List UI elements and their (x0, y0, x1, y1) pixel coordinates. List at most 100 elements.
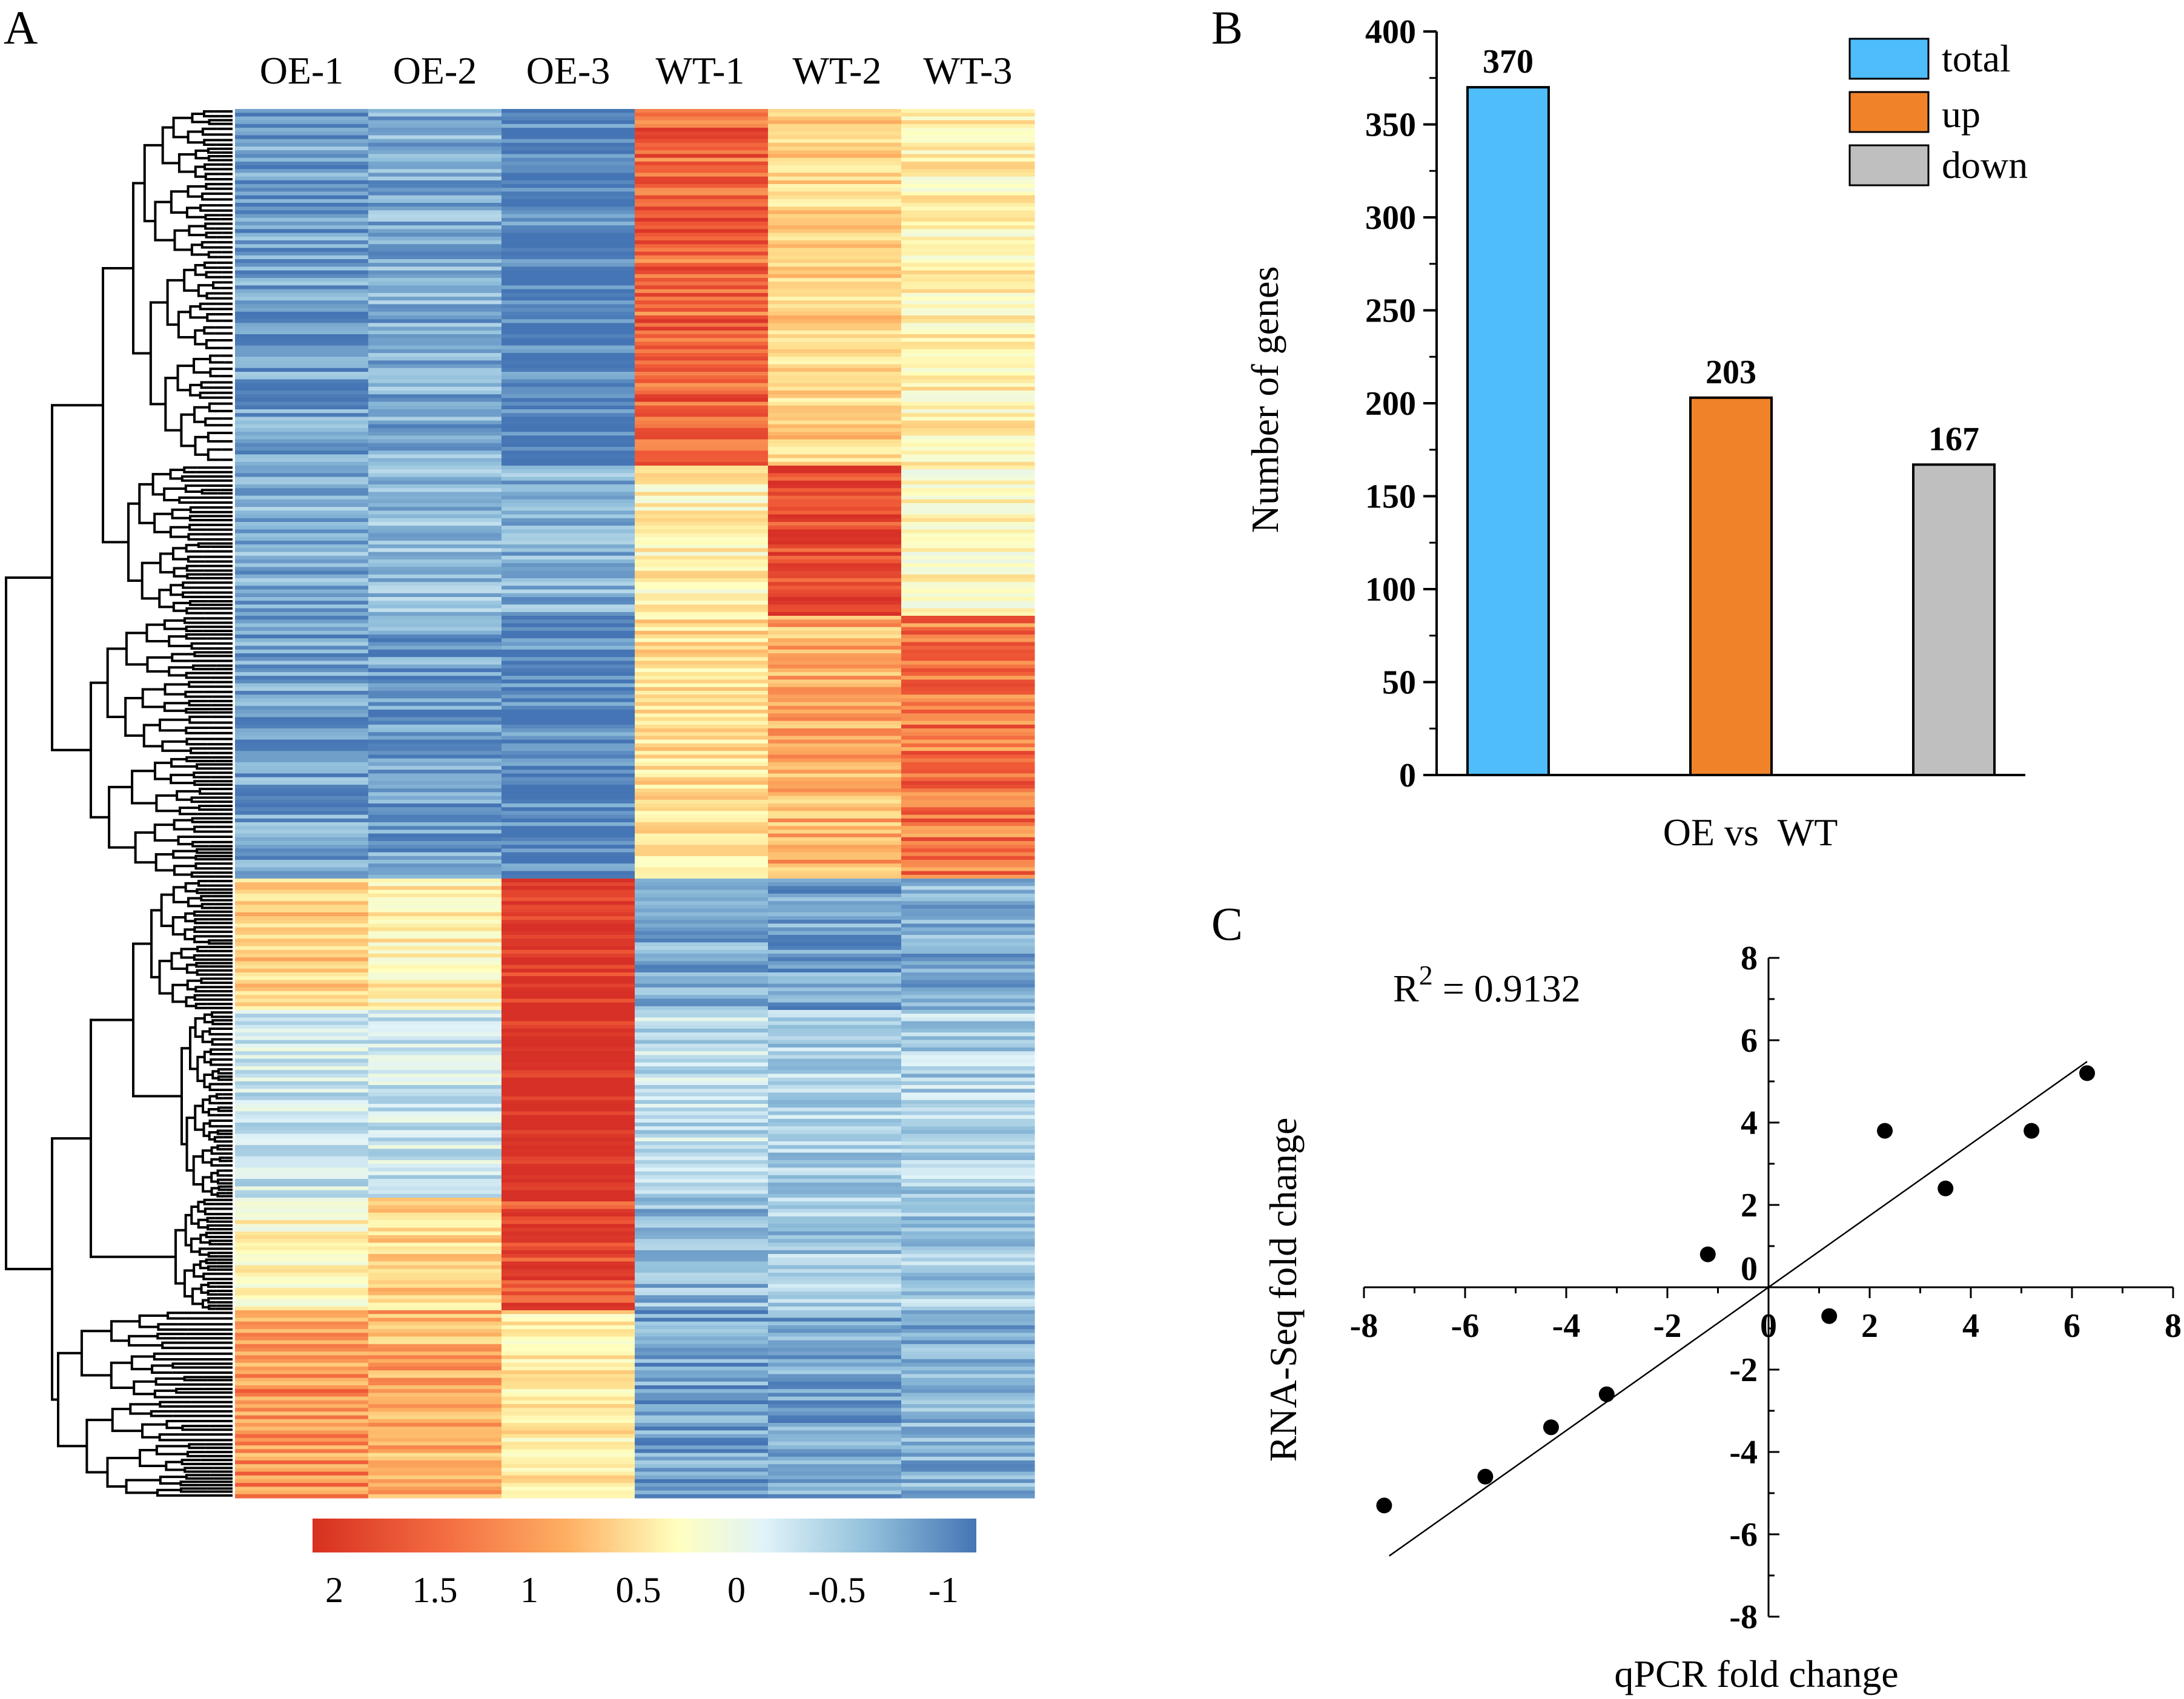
heatmap-cell (368, 255, 502, 260)
heatmap-cell (501, 1152, 635, 1157)
heatmap-cell (635, 612, 769, 616)
heatmap-cell (235, 147, 369, 151)
heatmap-cell (368, 1141, 502, 1146)
heatmap-cell (635, 908, 769, 913)
heatmap-cell (768, 897, 902, 902)
heatmap-cell (235, 278, 369, 282)
heatmap-cell (501, 135, 635, 140)
heatmap-cell (635, 736, 769, 741)
heatmap-cell (235, 184, 369, 188)
heatmap-cell (768, 206, 902, 211)
heatmap-cell (368, 1201, 502, 1206)
heatmap-cell (635, 1445, 769, 1450)
heatmap-cell (768, 1235, 902, 1239)
heatmap-cell (235, 1325, 369, 1330)
dendrogram-branch (102, 266, 133, 544)
heatmap-cell (901, 349, 1035, 354)
heatmap-cell (368, 109, 502, 113)
heatmap-cell (235, 1010, 369, 1014)
heatmap-cell (501, 642, 635, 647)
dendrogram-branch (200, 977, 211, 985)
heatmap-cell (635, 1055, 769, 1060)
heatmap-cell (368, 1321, 502, 1326)
heatmap-cell (901, 1085, 1035, 1089)
heatmap-cell (368, 1355, 502, 1360)
heatmap-cell (768, 1179, 902, 1183)
heatmap-cell (635, 582, 769, 586)
heatmap-cell (901, 386, 1035, 391)
heatmap-cell (768, 222, 902, 226)
heatmap-cell (901, 266, 1035, 271)
heatmap-cell (901, 541, 1035, 545)
heatmap-cell (901, 1419, 1035, 1424)
heatmap-cell (235, 203, 369, 207)
heatmap-cell (768, 1021, 902, 1026)
heatmap-cell (501, 259, 635, 263)
heatmap-cell (501, 1437, 635, 1442)
heatmap-cell (368, 1246, 502, 1251)
heatmap-cell (901, 1047, 1035, 1052)
heatmap-cell (235, 1419, 369, 1424)
colorbar (313, 1519, 976, 1552)
dendrogram-branch (193, 935, 210, 943)
heatmap-cell (901, 1246, 1035, 1251)
heatmap-cell (235, 1089, 369, 1093)
heatmap-cell (235, 270, 369, 275)
heatmap-cell (901, 601, 1035, 605)
heatmap-cell (635, 1468, 769, 1473)
heatmap-cell (235, 728, 369, 733)
dendrogram-branch (160, 893, 174, 928)
heatmap-cell (235, 830, 369, 834)
heatmap-cell (635, 867, 769, 872)
heatmap-cell (235, 1036, 369, 1041)
heatmap-cell (235, 1415, 369, 1420)
heatmap-cell (235, 1344, 369, 1348)
heatmap-cell (635, 477, 769, 481)
heatmap-cell (901, 1149, 1035, 1153)
heatmap-cell (368, 897, 502, 902)
dendrogram-branch (201, 1030, 213, 1043)
heatmap-cell (635, 124, 769, 128)
dendrogram-branch (153, 823, 179, 842)
heatmap-cell (368, 1198, 502, 1202)
heatmap-cell (368, 522, 502, 526)
heatmap-cell (501, 417, 635, 421)
heatmap-cell (501, 882, 635, 886)
heatmap-cell (768, 773, 902, 778)
heatmap-cell (235, 176, 369, 181)
heatmap-cell (368, 570, 502, 575)
heatmap-cell (901, 473, 1035, 478)
dendrogram-branch (191, 840, 211, 848)
heatmap-cell (768, 1287, 902, 1292)
heatmap-cell (635, 1179, 769, 1183)
heatmap-cell (501, 845, 635, 849)
heatmap-cell (501, 1292, 635, 1296)
bar-value-label: 370 (1483, 43, 1534, 81)
heatmap-cell (901, 1268, 1035, 1273)
dendrogram-branch (132, 942, 182, 1098)
heatmap-cell (901, 184, 1035, 188)
heatmap-cell (768, 664, 902, 669)
dendrogram-branch (187, 555, 205, 563)
heatmap-cell (635, 154, 769, 159)
heatmap-cell (501, 1400, 635, 1405)
heatmap-cell (235, 642, 369, 647)
heatmap-cell (501, 1014, 635, 1018)
heatmap-cell (768, 357, 902, 361)
heatmap-cell (901, 161, 1035, 166)
heatmap-cell (235, 1006, 369, 1011)
heatmap-cell (768, 1268, 902, 1273)
dendrogram-branch (206, 1216, 216, 1223)
heatmap-cell (368, 1475, 502, 1480)
heatmap-cell (368, 630, 502, 635)
heatmap-cell (235, 443, 369, 447)
heatmap-cell (368, 199, 502, 203)
heatmap-cell (368, 131, 502, 136)
heatmap-cell (901, 1209, 1035, 1213)
heatmap-cell (501, 203, 635, 207)
heatmap-cell (501, 548, 635, 553)
dendrogram-branch (181, 1425, 211, 1431)
heatmap-cell (768, 466, 902, 470)
heatmap-cell (768, 266, 902, 271)
dendrogram-branch (190, 1237, 201, 1253)
